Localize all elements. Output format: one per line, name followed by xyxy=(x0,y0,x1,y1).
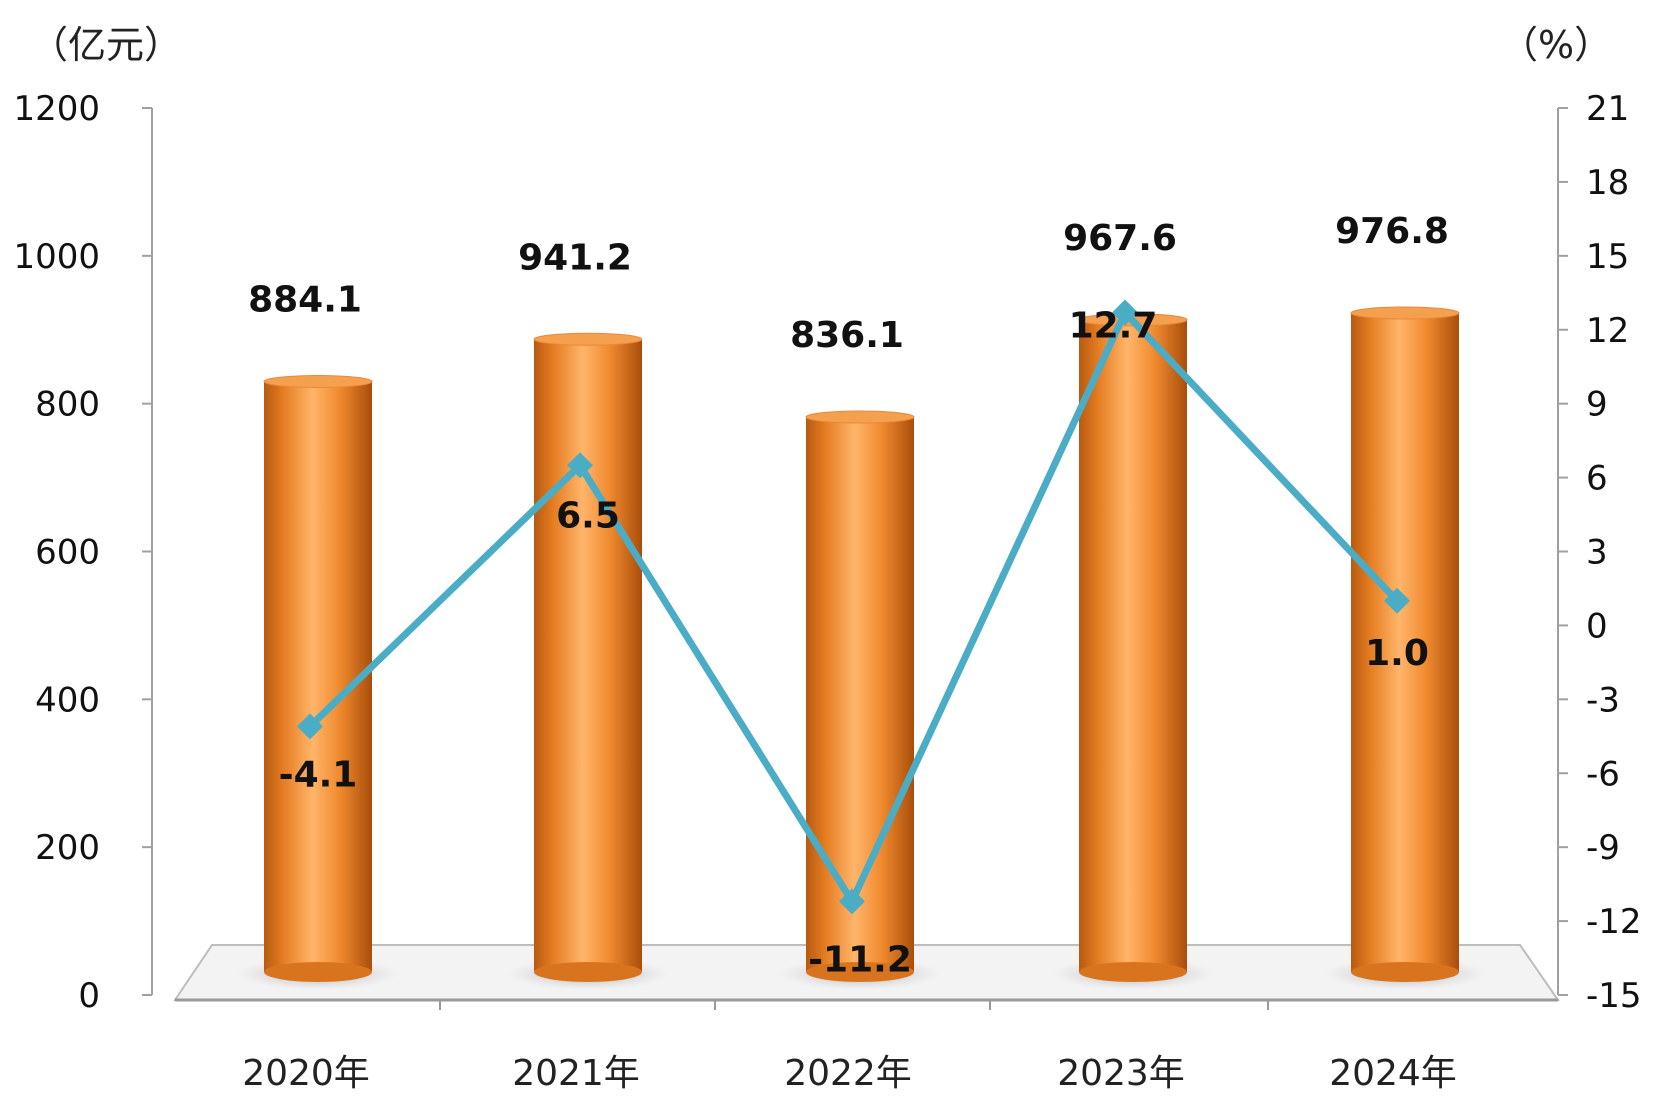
right-tick-label: -6 xyxy=(1586,754,1620,794)
right-tick-label: 15 xyxy=(1586,237,1629,277)
line-point-marker xyxy=(567,452,593,479)
bar-bottom xyxy=(264,962,372,982)
line-value-label: -11.2 xyxy=(808,939,912,980)
bar-bottom xyxy=(806,962,914,982)
bar xyxy=(237,375,399,990)
bar-bottom xyxy=(1079,962,1187,982)
bar-top xyxy=(805,410,915,424)
bar-body xyxy=(1079,319,1187,972)
bar-bottom xyxy=(1351,962,1459,982)
growth-line-series xyxy=(297,299,1410,915)
bar-top xyxy=(263,375,373,389)
bar-value-label: 884.1 xyxy=(248,280,362,321)
left-tick-label: 400 xyxy=(35,680,100,720)
right-axis-ticks: -15 -12 -9 -6 -3 0 3 6 9 12 15 18 21 xyxy=(1558,89,1642,1016)
line-value-label: 1.0 xyxy=(1365,633,1429,674)
right-tick-label: 3 xyxy=(1586,533,1608,573)
line-point-marker xyxy=(297,713,323,740)
right-tick-label: 9 xyxy=(1586,385,1608,425)
bar xyxy=(1324,306,1486,990)
bar-series xyxy=(237,306,1486,990)
bar-body xyxy=(534,339,642,972)
category-labels: 2020年 2021年 2022年 2023年 2024年 xyxy=(242,1053,1457,1094)
bar-top xyxy=(1350,306,1460,320)
left-tick-label: 1000 xyxy=(13,237,100,277)
right-tick-label: -9 xyxy=(1586,828,1620,868)
category-label: 2020年 xyxy=(242,1053,370,1094)
left-tick-label: 0 xyxy=(78,976,100,1016)
bar xyxy=(1052,313,1214,990)
left-tick-label: 600 xyxy=(35,533,100,573)
bar xyxy=(507,332,669,990)
right-axis-unit: （%） xyxy=(1500,23,1612,67)
category-label: 2021年 xyxy=(512,1053,640,1094)
right-tick-label: 21 xyxy=(1586,89,1629,129)
left-axis-unit: （亿元） xyxy=(30,23,182,67)
right-tick-label: 12 xyxy=(1586,311,1629,351)
right-tick-label: 6 xyxy=(1586,459,1608,499)
bar-body xyxy=(1351,312,1459,972)
line-point-marker xyxy=(839,888,865,915)
bar-value-label: 836.1 xyxy=(790,315,904,356)
bar-value-label: 941.2 xyxy=(518,237,632,278)
bar-value-labels: 884.1 941.2 836.1 967.6 976.8 xyxy=(248,211,1449,356)
category-label: 2024年 xyxy=(1329,1053,1457,1094)
right-tick-label: -3 xyxy=(1586,680,1620,720)
line-value-label: 6.5 xyxy=(556,495,620,536)
bar-body xyxy=(264,381,372,972)
left-tick-label: 1200 xyxy=(13,89,100,129)
right-tick-label: -12 xyxy=(1586,902,1642,942)
bar-bottom xyxy=(534,962,642,982)
line-value-labels: -4.1 6.5 -11.2 12.7 1.0 xyxy=(279,306,1429,981)
left-tick-label: 200 xyxy=(35,828,100,868)
bar-top xyxy=(533,332,643,346)
left-tick-label: 800 xyxy=(35,385,100,425)
category-label: 2023年 xyxy=(1057,1053,1185,1094)
category-label: 2022年 xyxy=(784,1053,912,1094)
bar-value-label: 976.8 xyxy=(1335,211,1449,252)
line-point-marker xyxy=(1112,299,1138,326)
bar-value-label: 967.6 xyxy=(1063,218,1177,259)
right-tick-label: -15 xyxy=(1586,976,1642,1016)
line-value-label: 12.7 xyxy=(1069,306,1158,347)
right-tick-label: 0 xyxy=(1586,606,1608,646)
right-tick-label: 18 xyxy=(1586,163,1629,203)
line-value-label: -4.1 xyxy=(279,754,358,795)
left-axis-ticks: 0 200 400 600 800 1000 1200 xyxy=(13,89,152,1016)
line-point-marker xyxy=(1384,587,1410,614)
